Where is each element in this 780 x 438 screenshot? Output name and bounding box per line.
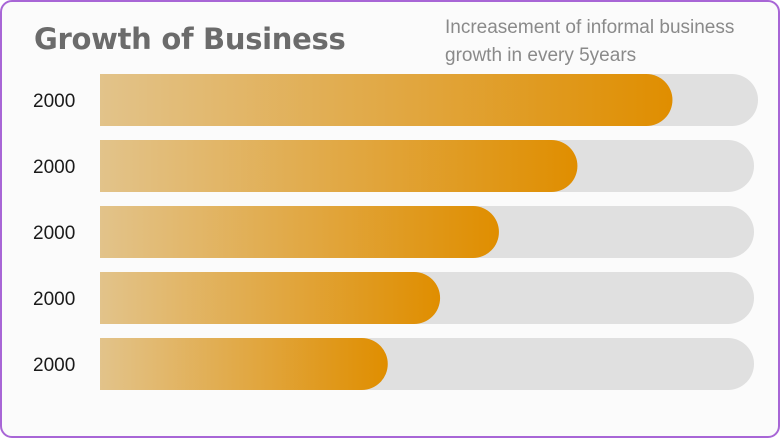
bar	[100, 140, 578, 192]
chart-subtitle: Increasement of informal business growth…	[445, 17, 735, 66]
bar	[100, 74, 673, 126]
category-label: 2000	[33, 289, 75, 310]
bar	[100, 272, 441, 324]
category-label: 2000	[33, 223, 75, 244]
category-label: 2000	[33, 91, 75, 112]
bar	[100, 338, 388, 390]
chart-title: Growth of Business	[34, 22, 346, 56]
category-label: 2000	[33, 157, 75, 178]
bar	[100, 206, 499, 258]
category-label: 2000	[33, 355, 75, 376]
